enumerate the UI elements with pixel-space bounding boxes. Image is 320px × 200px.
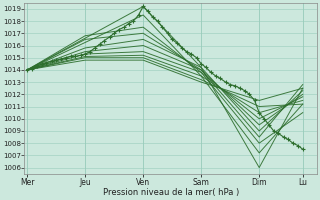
X-axis label: Pression niveau de la mer( hPa ): Pression niveau de la mer( hPa ) — [103, 188, 239, 197]
